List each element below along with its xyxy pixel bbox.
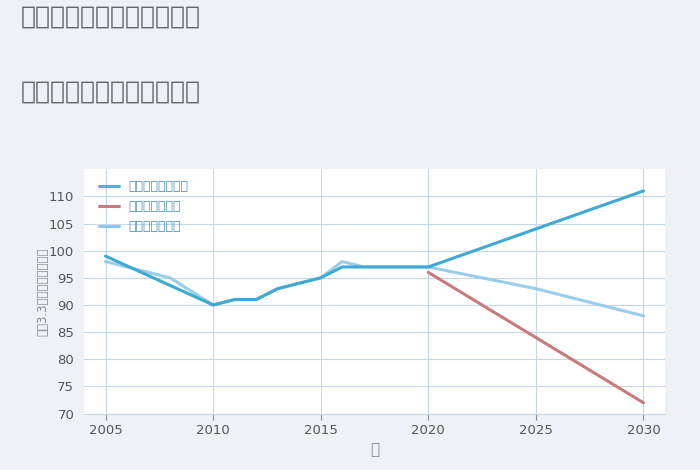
Line: バッドシナリオ: バッドシナリオ — [428, 273, 643, 403]
グッドシナリオ — [424, 264, 433, 270]
グッドシナリオ — [316, 275, 325, 281]
Line: ノーマルシナリオ: ノーマルシナリオ — [106, 261, 643, 316]
ノーマルシナリオ — [252, 297, 260, 302]
ノーマルシナリオ — [532, 286, 540, 291]
グッドシナリオ — [274, 286, 282, 291]
グッドシナリオ — [360, 264, 368, 270]
ノーマルシナリオ — [274, 286, 282, 291]
Text: 中古マンションの価格推移: 中古マンションの価格推移 — [21, 80, 201, 104]
グッドシナリオ — [639, 188, 648, 194]
Line: グッドシナリオ: グッドシナリオ — [106, 191, 643, 305]
Legend: ノーマルシナリオ, グッドシナリオ, バッドシナリオ: ノーマルシナリオ, グッドシナリオ, バッドシナリオ — [96, 178, 191, 235]
X-axis label: 年: 年 — [370, 443, 379, 458]
グッドシナリオ — [252, 297, 260, 302]
Y-axis label: 坪（3.3㎡）単価（万円）: 坪（3.3㎡）単価（万円） — [37, 247, 50, 336]
グッドシナリオ — [381, 264, 389, 270]
ノーマルシナリオ — [316, 275, 325, 281]
ノーマルシナリオ — [424, 264, 433, 270]
Text: 三重県伊賀市上野玄蕃町の: 三重県伊賀市上野玄蕃町の — [21, 5, 201, 29]
グッドシナリオ — [209, 302, 217, 308]
ノーマルシナリオ — [209, 302, 217, 308]
グッドシナリオ — [295, 281, 303, 286]
バッドシナリオ — [424, 270, 433, 275]
ノーマルシナリオ — [230, 297, 239, 302]
ノーマルシナリオ — [166, 275, 174, 281]
ノーマルシナリオ — [402, 264, 411, 270]
グッドシナリオ — [230, 297, 239, 302]
ノーマルシナリオ — [102, 258, 110, 264]
グッドシナリオ — [338, 264, 346, 270]
ノーマルシナリオ — [381, 264, 389, 270]
ノーマルシナリオ — [295, 281, 303, 286]
ノーマルシナリオ — [639, 313, 648, 319]
グッドシナリオ — [532, 226, 540, 232]
バッドシナリオ — [639, 400, 648, 406]
グッドシナリオ — [102, 253, 110, 259]
ノーマルシナリオ — [338, 258, 346, 264]
グッドシナリオ — [402, 264, 411, 270]
ノーマルシナリオ — [360, 264, 368, 270]
